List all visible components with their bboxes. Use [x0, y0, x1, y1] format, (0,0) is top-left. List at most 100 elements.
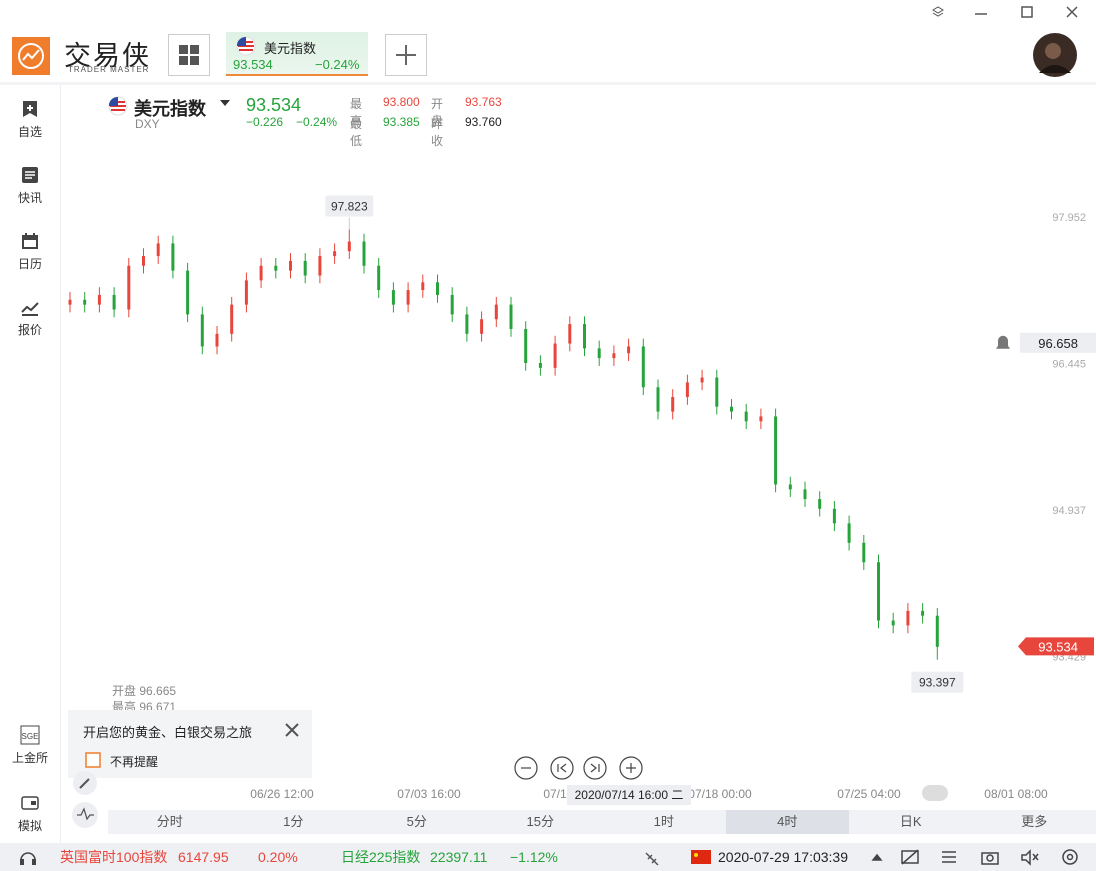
candle-body — [744, 411, 748, 422]
scroll-handle — [922, 785, 948, 801]
x-tick-label: 07/03 16:00 — [397, 787, 461, 801]
candle-body — [715, 377, 719, 407]
candle-body — [921, 610, 925, 616]
last-price-box — [1018, 637, 1094, 656]
logo-icon — [12, 37, 50, 75]
candle-body — [333, 251, 337, 257]
nav-label: 上金所 — [11, 751, 48, 765]
candle-body — [641, 346, 645, 388]
window-controls[interactable] — [925, 2, 1096, 24]
period-tabs: 分时 1分 5分 15分 1时 4时 日K 更多 — [108, 810, 1096, 834]
symbol-tab[interactable]: 美元指数 93.534 −0.24% — [226, 32, 368, 76]
status-icons[interactable] — [870, 847, 1090, 867]
ticker-name[interactable]: 英国富时100指数 — [60, 849, 168, 865]
period-tab[interactable]: 更多 — [1021, 814, 1048, 829]
period-tab[interactable]: 日K — [899, 814, 922, 829]
period-tab[interactable]: 5分 — [406, 814, 427, 829]
candle-body — [259, 265, 263, 281]
popup-text: 开启您的黄金、白银交易之旅 — [83, 725, 253, 740]
x-tick-label: 06/26 12:00 — [250, 787, 314, 801]
x-tick-label: 08/01 08:00 — [984, 787, 1048, 801]
candle-body — [597, 348, 601, 359]
quote-name[interactable]: 美元指数 — [134, 99, 206, 119]
avatar[interactable] — [1033, 33, 1077, 77]
nav-icon — [22, 167, 38, 183]
grid-icon — [179, 45, 199, 65]
tab-change: −0.24% — [315, 57, 360, 72]
add-tab-button[interactable] — [385, 34, 427, 76]
ticker-name[interactable]: 日经225指数 — [341, 849, 421, 865]
candle-body — [244, 280, 248, 305]
candle-body — [730, 406, 733, 412]
nav-icon: SGE — [20, 725, 40, 745]
nav-label: 报价 — [17, 323, 42, 337]
period-tab[interactable]: 15分 — [526, 814, 554, 829]
nav-icon — [23, 101, 37, 117]
plus-icon — [396, 45, 416, 65]
max-label: 97.823 — [331, 200, 368, 214]
period-tab[interactable]: 4时 — [725, 810, 849, 834]
dropdown-arrow — [220, 100, 230, 106]
quote-change: −0.226 — [246, 115, 284, 129]
candle-body — [127, 265, 131, 310]
link-icon[interactable] — [642, 849, 662, 867]
candle-body — [759, 416, 763, 422]
candle-body — [303, 260, 307, 276]
popup-checkbox[interactable] — [85, 752, 101, 768]
grid-button[interactable] — [168, 34, 210, 76]
candle-body — [83, 299, 87, 305]
ticker-value: 22397.11 — [430, 849, 488, 865]
x-tick-label: 07/1 — [543, 787, 567, 801]
popup-close[interactable] — [284, 722, 300, 738]
svg-text:SGE: SGE — [22, 732, 39, 741]
candle-body — [656, 387, 660, 412]
headset-icon[interactable] — [18, 849, 38, 867]
nav-simulate[interactable]: 模拟 — [0, 793, 60, 834]
nav-calendar[interactable]: 日历 — [0, 231, 60, 272]
candle-body — [465, 314, 469, 334]
alert-bell[interactable] — [996, 335, 1010, 349]
tab-price: 93.534 — [233, 57, 273, 72]
candle-body — [230, 304, 234, 334]
candle-body — [671, 397, 675, 412]
nav-quotes[interactable]: 报价 — [0, 297, 60, 338]
nav-watchlist[interactable]: 自选 — [0, 99, 60, 140]
y-tick-label: 94.937 — [1052, 505, 1086, 517]
max-label-box — [325, 195, 374, 217]
nav-news[interactable]: 快讯 — [0, 165, 60, 206]
nav-icon — [21, 796, 39, 810]
ticker-bar: 英国富时100指数 6147.95 0.20% 日经225指数 22397.11… — [0, 843, 1096, 871]
candle-body — [935, 615, 939, 647]
candle-body — [774, 416, 778, 485]
period-tab[interactable]: 分时 — [156, 814, 183, 829]
quote-change-pct: −0.24% — [296, 115, 338, 129]
flag-us — [236, 36, 256, 56]
top-bar: 交易侠 TRADER MASTER 美元指数 93.534 −0.24% — [0, 0, 1096, 85]
candle-body — [171, 243, 175, 271]
nav-sge[interactable]: SGE 上金所 — [0, 725, 60, 766]
candle-body — [494, 304, 498, 320]
candle-body — [156, 243, 160, 257]
period-tab[interactable]: 1时 — [653, 814, 674, 829]
candle-body — [142, 256, 145, 266]
candlestick-chart: 93.42994.93796.44597.95297.82393.39706/2… — [68, 195, 1096, 805]
period-tab[interactable]: 1分 — [283, 814, 304, 829]
candle-body — [877, 562, 880, 621]
checkbox-label: 不再提醒 — [110, 755, 159, 769]
candle-body — [612, 353, 616, 359]
logo-sub: TRADER MASTER — [68, 65, 150, 74]
stat-value: 93.800 — [383, 95, 420, 109]
candle-body — [391, 290, 395, 305]
draw-tools[interactable] — [70, 770, 102, 830]
nav-label: 模拟 — [17, 819, 42, 833]
zoom-controls[interactable] — [512, 755, 646, 781]
x-tick-label: 07/18 00:00 — [688, 787, 752, 801]
candle-body — [347, 241, 351, 252]
candle-body — [832, 508, 836, 524]
candle-body — [97, 294, 101, 305]
candle-body — [891, 620, 895, 626]
candle-body — [421, 282, 425, 291]
candle-body — [289, 260, 292, 271]
quote-code: DXY — [135, 117, 160, 131]
